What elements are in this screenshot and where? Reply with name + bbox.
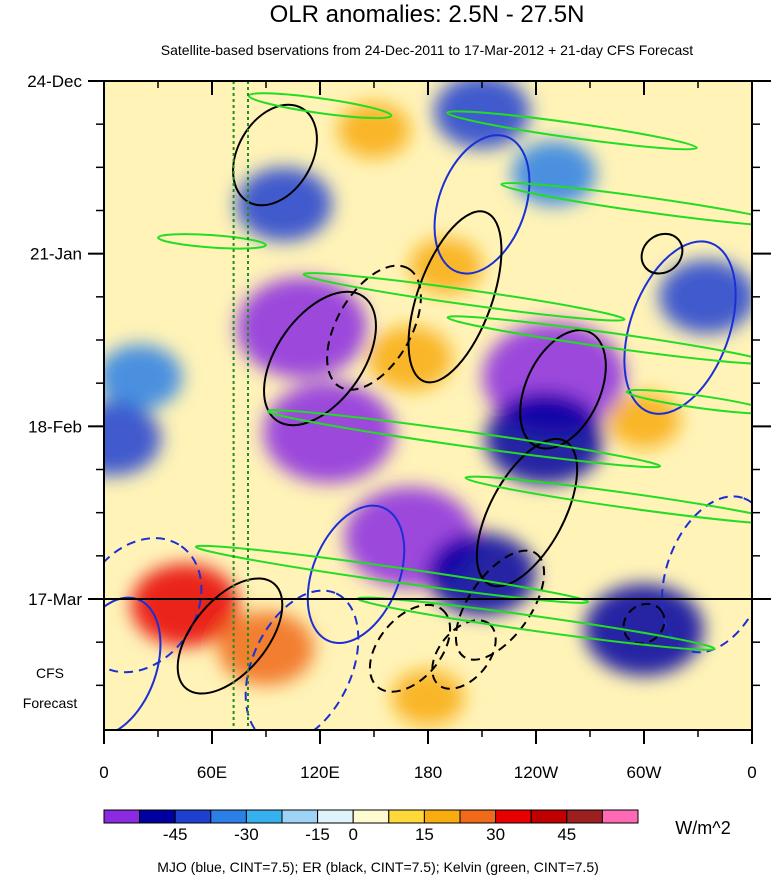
er-contour-0 — [263, 290, 377, 427]
x-tick-label-1: 60E — [197, 763, 227, 782]
anomaly-cell-5 — [428, 532, 536, 616]
anomaly-cell-6 — [584, 583, 704, 676]
er-contour-10 — [622, 602, 666, 645]
mjo-contour-3 — [623, 240, 737, 415]
colorbar-label-6: 45 — [557, 825, 576, 844]
x-tick-label-4: 120W — [514, 763, 558, 782]
mjo-contour-4 — [660, 495, 752, 654]
mjo-contour-2 — [433, 134, 531, 275]
colorbar-cell-9 — [423, 809, 461, 824]
anomaly-cell-1 — [263, 382, 395, 483]
anomaly-cell-9 — [511, 141, 597, 206]
y-tick-label-3: 17-Mar — [28, 590, 82, 609]
anomaly-cell-14 — [409, 238, 483, 294]
kelvin-contour-5 — [266, 409, 662, 469]
anomaly-cell-0 — [236, 277, 368, 379]
anomaly-cell-19 — [104, 401, 162, 476]
colorbar-cell-6 — [317, 809, 354, 824]
y-tick-label-2: 18-Feb — [28, 417, 82, 436]
kelvin-contour-3 — [302, 272, 626, 322]
anomaly-cell-10 — [235, 167, 333, 242]
kelvin-contour-7 — [194, 544, 590, 604]
forecast-label-line2: Forecast — [23, 695, 78, 711]
forecast-label-line1: CFS — [36, 665, 64, 681]
er-contour-11 — [640, 232, 684, 275]
colorbar-cell-1 — [139, 809, 176, 824]
anomaly-cell-7 — [658, 259, 752, 334]
anomaly-cell-15 — [337, 102, 411, 159]
kelvin-contour-10 — [625, 388, 752, 415]
anomaly-cell-18 — [104, 344, 183, 410]
reference-lines — [232, 81, 249, 730]
colorbar-label-1: -30 — [234, 825, 259, 844]
colorbar-cell-14 — [601, 809, 639, 824]
mjo-contours — [104, 134, 752, 730]
kelvin-contour-2 — [500, 181, 752, 227]
colorbar-cell-2 — [174, 809, 212, 824]
mjo-contour-5 — [306, 504, 406, 645]
kelvin-contour-9 — [157, 233, 267, 250]
chart-title: OLR anomalies: 2.5N - 27.5N — [270, 1, 585, 28]
colorbar-cell-8 — [388, 809, 425, 824]
plot-area — [104, 81, 752, 730]
er-contour-8 — [368, 603, 452, 693]
colorbar-label-3: 0 — [348, 825, 357, 844]
colorbar-units: W/m^2 — [675, 818, 730, 838]
er-contour-7 — [176, 577, 284, 695]
colorbar-label-0: -45 — [163, 825, 188, 844]
colorbar-cell-3 — [210, 809, 247, 824]
anomaly-cell-4 — [485, 392, 605, 485]
anomaly-cell-8 — [433, 81, 531, 149]
colorbar-label-2: -15 — [305, 825, 330, 844]
colorbar-cell-7 — [352, 809, 390, 824]
y-tick-label-1: 21-Jan — [30, 245, 82, 264]
kelvin-contour-4 — [446, 315, 752, 365]
colorbar-cell-11 — [495, 809, 532, 824]
colorbar-label-4: 15 — [415, 825, 434, 844]
x-axis-ticks: 0 60E 120E 180 120W 60W 0 — [99, 81, 757, 782]
mjo-contour-1 — [244, 589, 360, 730]
kelvin-contours — [157, 92, 752, 651]
y-axis-ticks: 24-Dec 21-Jan 18-Feb 17-Mar — [27, 72, 771, 687]
colorbar-cell-4 — [245, 809, 283, 824]
x-tick-label-0: 0 — [99, 763, 108, 782]
anomaly-field — [104, 81, 752, 726]
overlay-legend: MJO (blue, CINT=7.5); ER (black, CINT=7.… — [157, 859, 599, 875]
chart-subtitle: Satellite-based bservations from 24-Dec-… — [161, 42, 693, 58]
x-tick-label-3: 180 — [414, 763, 442, 782]
mjo-contour-0 — [104, 537, 203, 674]
x-tick-label-2: 120E — [300, 763, 340, 782]
er-contour-4 — [475, 438, 579, 588]
x-tick-label-5: 60W — [627, 763, 662, 782]
x-tick-label-6: 0 — [747, 763, 756, 782]
colorbar-cell-0 — [103, 809, 141, 824]
colorbar: -45 -30 -15 0 15 30 45 — [103, 809, 639, 844]
colorbar-label-5: 30 — [486, 825, 505, 844]
er-contour-5 — [454, 549, 546, 661]
colorbar-cell-12 — [530, 809, 568, 824]
colorbar-cell-5 — [281, 809, 319, 824]
y-tick-label-0: 24-Dec — [27, 72, 82, 91]
anomaly-cell-16 — [607, 392, 681, 449]
er-contour-1 — [326, 264, 422, 391]
anomaly-cell-17 — [391, 669, 465, 726]
colorbar-cell-13 — [566, 809, 603, 824]
colorbar-cell-10 — [459, 809, 497, 824]
kelvin-contour-6 — [464, 475, 752, 526]
kelvin-contour-1 — [446, 110, 698, 151]
